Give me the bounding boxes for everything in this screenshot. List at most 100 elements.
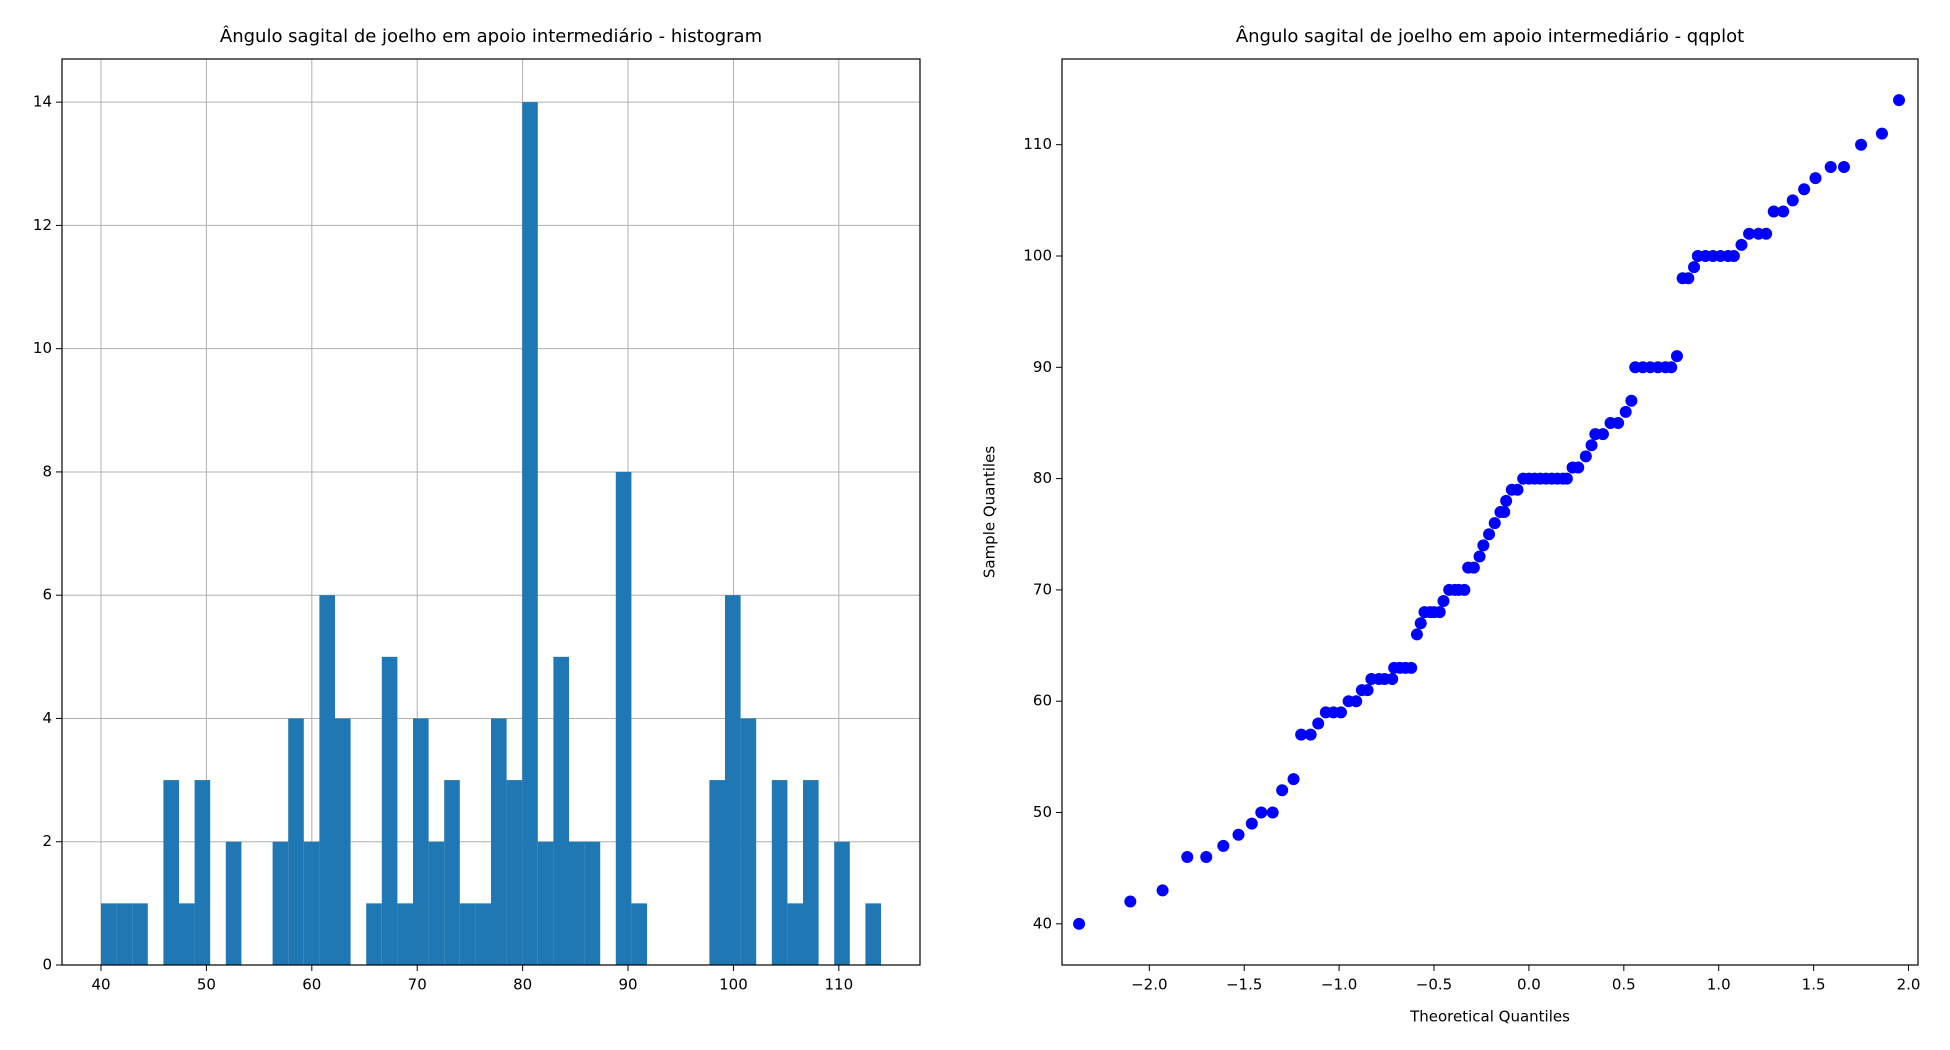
point [1498, 506, 1511, 518]
bar [553, 656, 569, 965]
y-tick-label: 80 [1033, 469, 1052, 487]
bar [506, 780, 523, 965]
x-tick-label: −2.0 [1131, 976, 1167, 994]
x-tick-label: 1.0 [1707, 976, 1731, 994]
point [1585, 439, 1598, 452]
point [1665, 361, 1678, 374]
y-tick-label: 70 [1033, 580, 1052, 598]
bar [101, 903, 117, 965]
point [1276, 784, 1289, 797]
x-tick-label: 110 [825, 976, 854, 994]
point [1467, 561, 1480, 574]
point [1511, 483, 1524, 496]
bar [569, 841, 585, 965]
point [1500, 494, 1513, 507]
bar [272, 841, 289, 965]
bar [163, 780, 179, 965]
y-tick-label: 50 [1033, 803, 1052, 821]
bar [225, 841, 242, 965]
bar [428, 841, 445, 965]
x-tick-label: 1.5 [1802, 976, 1826, 994]
x-tick-label: 0.5 [1612, 976, 1636, 994]
bar [771, 780, 788, 965]
point [1488, 517, 1501, 530]
bar [803, 780, 819, 965]
point [1156, 884, 1169, 897]
point [1735, 238, 1748, 251]
point [1619, 405, 1632, 418]
bar [413, 718, 429, 965]
y-tick-label: 4 [42, 709, 52, 727]
point [1124, 895, 1137, 908]
bar [584, 841, 601, 965]
x-tick-label: −1.5 [1226, 976, 1262, 994]
point [1875, 127, 1888, 140]
point [1414, 617, 1427, 630]
point [1483, 528, 1496, 541]
y-tick-label: 110 [1023, 135, 1052, 153]
point [1855, 138, 1868, 151]
bar [366, 903, 382, 965]
point [1893, 94, 1906, 107]
bar [631, 903, 647, 965]
x-tick-label: 100 [719, 976, 748, 994]
y-tick-label: 100 [1023, 247, 1052, 265]
y-tick-label: 0 [42, 956, 52, 974]
bar [116, 903, 133, 965]
bar [537, 841, 554, 965]
point [1361, 684, 1374, 697]
point [1386, 672, 1399, 685]
point [1200, 851, 1213, 864]
y-tick-label: 8 [42, 462, 52, 480]
point [1073, 917, 1086, 930]
x-tick-label: −1.0 [1321, 976, 1357, 994]
point [1612, 416, 1625, 429]
bar [303, 841, 320, 965]
point [1312, 717, 1325, 730]
bar [740, 718, 757, 965]
point [1798, 183, 1811, 196]
point [1560, 472, 1573, 485]
point [1809, 172, 1822, 185]
bar [725, 595, 741, 965]
point [1287, 773, 1300, 786]
point [1837, 160, 1850, 173]
plot-frame [1061, 58, 1919, 966]
y-tick-label: 2 [42, 832, 52, 850]
point [1572, 461, 1585, 474]
bar [709, 780, 725, 965]
y-tick-label: 6 [42, 586, 52, 604]
point [1670, 350, 1683, 363]
x-axis-label: Theoretical Quantiles [1409, 1008, 1570, 1026]
point [1777, 205, 1790, 218]
bar [459, 903, 476, 965]
point [1433, 606, 1446, 619]
x-tick-label: 2.0 [1897, 976, 1921, 994]
point [1437, 595, 1450, 608]
point [1477, 539, 1490, 552]
point [1596, 428, 1609, 441]
point [1350, 695, 1363, 708]
point [1245, 817, 1258, 830]
y-tick-label: 14 [33, 93, 52, 111]
point [1295, 728, 1308, 741]
point [1743, 227, 1756, 240]
y-tick-label: 12 [33, 216, 52, 234]
point [1304, 728, 1317, 741]
bar [288, 718, 304, 965]
x-tick-label: 80 [513, 976, 532, 994]
x-tick-label: 0.0 [1517, 976, 1541, 994]
point [1473, 550, 1486, 563]
point [1410, 628, 1423, 641]
y-tick-label: 90 [1033, 358, 1052, 376]
x-tick-label: 40 [91, 976, 110, 994]
bar [865, 903, 881, 965]
point [1824, 160, 1837, 173]
x-tick-label: 90 [618, 976, 637, 994]
point [1625, 394, 1638, 407]
bar [475, 903, 491, 965]
chart-panel: −2.0 −1.5 −1.0 −0.5 0.0 0.5 1.0 1.5 2.0 40 50 60 70 8… [981, 25, 1921, 1026]
point [1727, 250, 1740, 263]
point [1405, 661, 1418, 674]
y-axis-label: Sample Quantiles [981, 446, 999, 578]
